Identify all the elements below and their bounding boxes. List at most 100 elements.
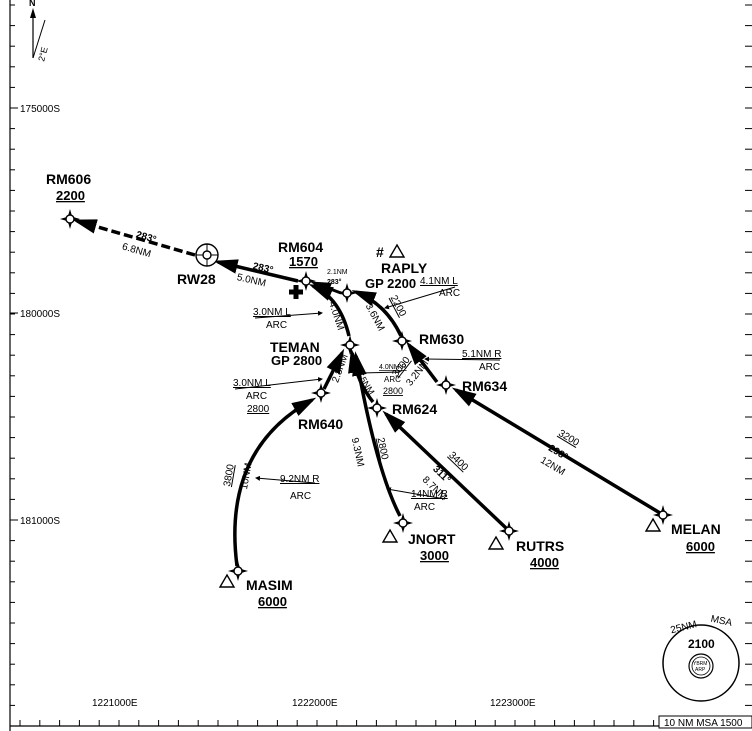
fix-rm624 <box>366 397 388 419</box>
rw28-name: RW28 <box>177 271 216 287</box>
left-tick-scale <box>10 4 15 706</box>
rm634-name: RM634 <box>462 378 507 394</box>
leg-melan-rm634 <box>451 387 661 515</box>
magnetic-variation: 2°E <box>36 46 49 63</box>
fix-rm606 <box>59 208 81 230</box>
lon-1223000E: 1223000E <box>490 698 536 709</box>
triangle-rutrs-icon <box>488 536 504 550</box>
lat-181000S: 181000S <box>20 516 60 527</box>
teman-name: TEMAN <box>270 339 320 355</box>
fix-masim <box>227 560 249 582</box>
rutrs-name: RUTRS <box>516 538 564 554</box>
melan-alt: 6000 <box>686 539 715 554</box>
raply-mark: # <box>376 244 384 260</box>
arc-pointers <box>234 286 501 500</box>
lat-180000S: 180000S <box>20 309 60 320</box>
raply-arc-value: 4.1NM L <box>420 276 458 287</box>
leg-rutrs-rm624-alt: 3400 <box>446 450 470 474</box>
rm640-name: RM640 <box>298 416 343 432</box>
rm606-name: RM606 <box>46 171 91 187</box>
waypoint-labels: RM606 2200 RW28 RM604 1570 # RAPLY GP 22… <box>46 171 721 609</box>
fix-rm634 <box>435 374 457 396</box>
raply-arc-word: ARC <box>439 288 460 299</box>
jnort-name: JNORT <box>408 531 456 547</box>
raply-gp: GP 2200 <box>365 276 416 291</box>
lon-1222000E: 1222000E <box>292 698 338 709</box>
leg-masim-rm640 <box>233 397 317 567</box>
msa-ref-1: YBRM <box>693 661 707 667</box>
leg-rm604-rw28-course: 283° <box>252 261 275 276</box>
obstacle-cross-icon <box>289 285 303 299</box>
rm624-arc-word: ARC <box>384 375 401 384</box>
jnort-arc-word: ARC <box>414 502 435 513</box>
triangle-masim-icon <box>219 574 235 588</box>
lon-1221000E: 1221000E <box>92 698 138 709</box>
masim-arc-word: ARC <box>290 491 311 502</box>
leg-raply-rm604-course: 283° <box>327 278 342 286</box>
leg-rw28-rm606 <box>72 219 196 257</box>
rm640-arc-value: 3.0NM L <box>233 378 271 389</box>
north-label: N <box>29 0 36 8</box>
leg-jnort-teman <box>352 351 402 517</box>
teman-arc-word: ARC <box>266 320 287 331</box>
north-arrow: N 2°E <box>29 0 50 63</box>
fix-rm604 <box>295 270 317 292</box>
leg-rm640-teman <box>322 348 345 390</box>
melan-name: MELAN <box>671 521 721 537</box>
raply-name: RAPLY <box>381 260 428 276</box>
masim-alt: 6000 <box>258 594 287 609</box>
teman-arc-value: 3.0NM L <box>253 307 291 318</box>
leg-rw28-rm606-course: 283° <box>135 230 158 246</box>
rutrs-alt: 4000 <box>530 555 559 570</box>
rm630-name: RM630 <box>419 331 464 347</box>
leg-masim-rm640-dist: 10NM <box>239 462 254 490</box>
fix-jnort <box>392 512 414 534</box>
msa-circle: 25NM MSA 2100 YBRM ARP <box>662 614 740 702</box>
grid-labels: 175000S 180000S 181000S 1221000E 1222000… <box>10 104 536 709</box>
leg-jnort-teman-dist: 9.3NM <box>349 437 366 468</box>
leg-jnort-teman-alt: 2800 <box>375 437 390 461</box>
teman-gp: GP 2800 <box>271 353 322 368</box>
rm604-name: RM604 <box>278 239 323 255</box>
masim-arc-value: 9.2NM R <box>280 474 319 485</box>
leg-rm604-rw28-dist: 5.0NM <box>236 272 267 289</box>
fix-rm630 <box>391 330 413 352</box>
lat-175000S: 175000S <box>20 104 60 115</box>
leg-teman-rm604 <box>308 284 351 337</box>
rm624-arc-value: 4.0NM R <box>379 364 407 371</box>
triangle-raply-icon <box>389 244 405 258</box>
leg-masim-rm640-alt: 3800 <box>222 463 237 487</box>
masim-name: MASIM <box>246 577 293 593</box>
chart-frame <box>9 0 752 731</box>
rm606-alt: 2200 <box>56 188 85 203</box>
rm604-alt: 1570 <box>289 254 318 269</box>
rm624-arc-alt: 2800 <box>383 386 403 396</box>
msa-ref-2: ARP <box>695 667 706 673</box>
leg-rm630-raply <box>351 290 403 337</box>
triangle-melan-icon <box>645 518 661 532</box>
leg-rm604-rw28 <box>213 259 299 283</box>
rm630-arc-value: 5.1NM R <box>462 349 501 360</box>
msa-altitude: 2100 <box>688 637 715 651</box>
leg-rw28-rm606-dist: 6.8NM <box>121 241 152 260</box>
leg-raply-rm604-dist: 2.1NM <box>327 269 348 276</box>
footer-msa-text: 10 NM MSA 1500 <box>664 718 743 729</box>
triangle-jnort-icon <box>382 529 398 543</box>
approach-legs <box>72 219 661 567</box>
right-tick-scale <box>745 4 752 706</box>
leg-rm630-raply-dist: 3.6NM <box>363 302 387 333</box>
rm624-name: RM624 <box>392 401 437 417</box>
msa-label: MSA <box>710 614 734 629</box>
fix-rm640 <box>310 382 332 404</box>
leg-rutrs-rm624 <box>382 410 508 530</box>
fix-teman <box>339 334 361 356</box>
jnort-alt: 3000 <box>420 548 449 563</box>
jnort-arc-value: 14NM R <box>411 489 448 500</box>
rm640-arc-alt: 2800 <box>247 404 270 415</box>
footer-msa-note: 10 NM MSA 1500 <box>658 715 752 729</box>
fix-raply <box>336 282 358 304</box>
runway-threshold-rw28 <box>195 243 219 267</box>
leg-melan-rm634-alt: 3200 <box>556 428 581 449</box>
fix-melan <box>652 504 674 526</box>
